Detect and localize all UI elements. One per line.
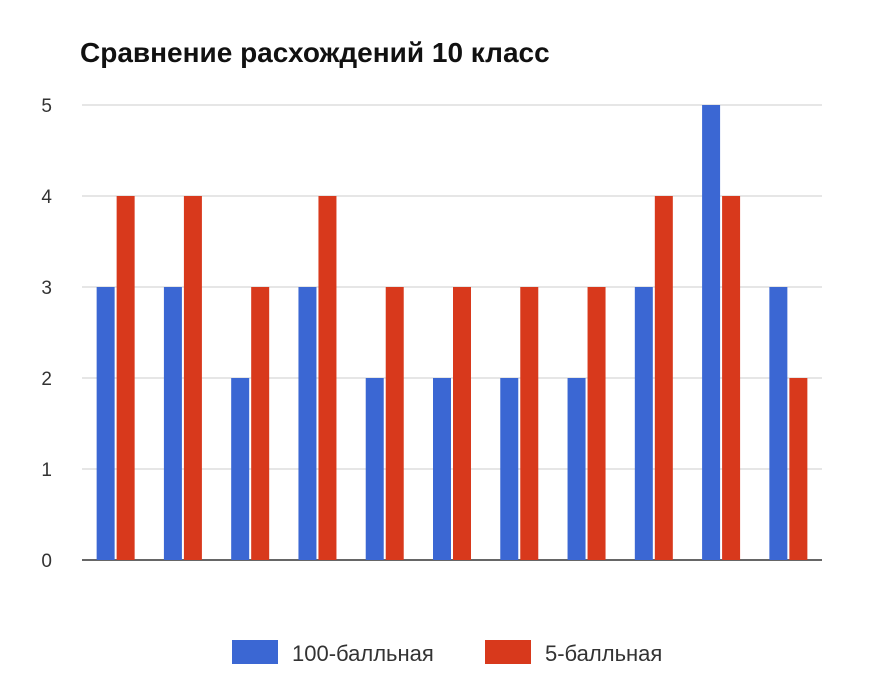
bar-series-2-group-10 [722,196,741,560]
bar-series-1-group-10 [702,105,721,560]
y-axis: 0 1 2 3 4 5 [41,96,52,572]
y-tick-label: 0 [41,551,52,572]
chart-title: Сравнение расхождений 10 класс [80,37,550,68]
bar-series-1-group-2 [163,287,182,560]
y-tick-label: 1 [41,460,52,481]
bar-series-1-group-4 [298,287,317,560]
legend: 100-балльная 5-балльная [232,640,662,666]
y-tick-label: 2 [41,369,52,390]
bar-series-1-group-7 [500,378,519,560]
bar-series-1-group-9 [634,287,653,560]
bar-series-2-group-5 [385,287,404,560]
y-tick-label: 3 [41,278,52,299]
legend-label-100: 100-балльная [292,641,434,666]
legend-swatch-100 [232,640,278,664]
bar-series-1-group-11 [769,287,788,560]
bar-series-1-group-8 [567,378,586,560]
bars [96,105,808,560]
gridlines [82,104,822,561]
bar-series-1-group-3 [231,378,250,560]
bar-series-1-group-6 [433,378,451,560]
bar-series-1-group-5 [365,378,384,560]
bar-series-2-group-1 [116,196,135,560]
bar-series-2-group-4 [318,196,337,560]
bar-series-2-group-3 [251,287,270,560]
y-tick-label: 5 [41,96,52,117]
bar-series-1-group-1 [96,287,115,560]
bar-series-2-group-2 [183,196,202,560]
bar-series-2-group-11 [789,378,808,560]
bar-series-2-group-7 [520,287,539,560]
legend-label-5: 5-балльная [545,641,662,666]
bar-series-2-group-6 [453,287,471,560]
legend-swatch-5 [485,640,531,664]
bar-series-2-group-8 [587,287,606,560]
y-tick-label: 4 [41,187,52,208]
bar-series-2-group-9 [654,196,673,560]
